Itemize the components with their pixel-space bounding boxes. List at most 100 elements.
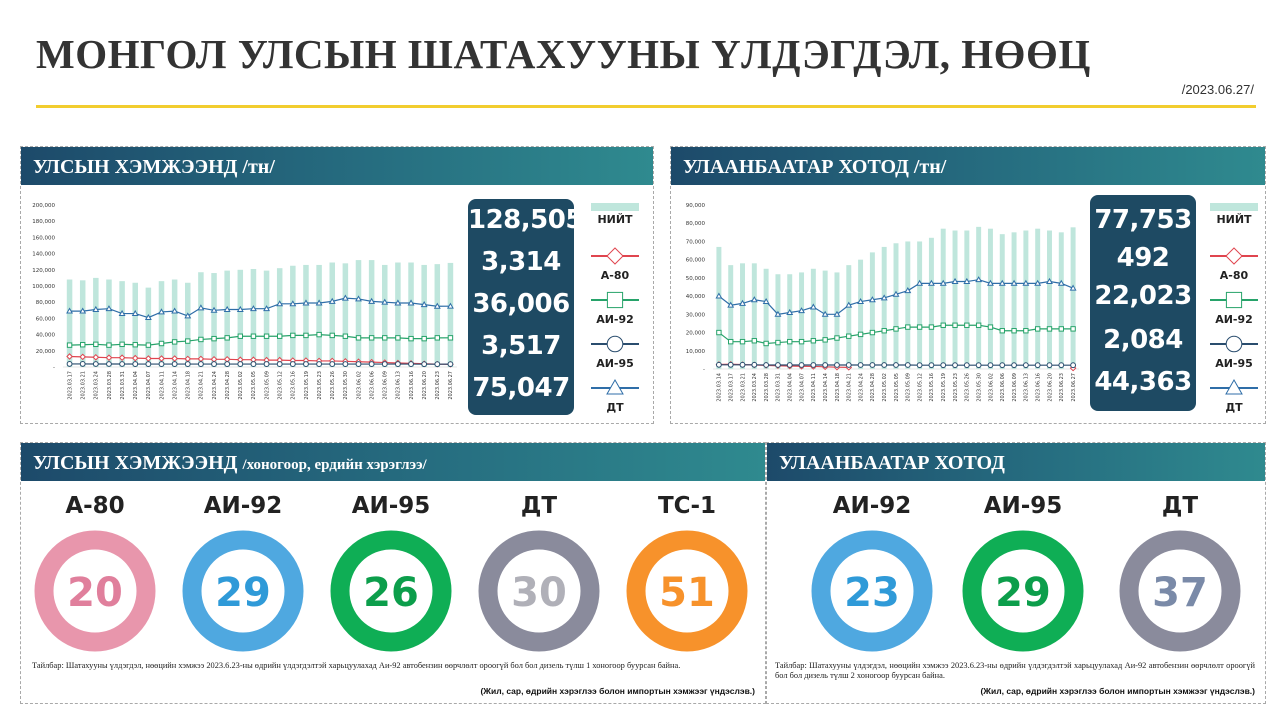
national-chart-header: УЛСЫН ХЭМЖЭЭНД /тн/ <box>21 147 653 185</box>
national-y-tick: 120,000 <box>32 268 55 274</box>
donut-АИ-92: АИ-92 29 <box>178 493 308 653</box>
ub-point-ai92 <box>893 326 899 332</box>
ub-x-tick: 2023.04.07 <box>799 373 805 402</box>
national-point-ai95 <box>342 361 349 367</box>
legend-marker-ai92 <box>606 291 624 309</box>
donut-ДТ: ДТ 37 <box>1115 493 1245 653</box>
ub-bar-total <box>728 265 734 369</box>
national-x-tick: 2023.05.09 <box>264 371 270 400</box>
donut-А-80: А-80 20 <box>30 493 160 653</box>
ub-point-ai95 <box>810 362 817 368</box>
ub-x-tick: 2023.03.14 <box>717 373 723 402</box>
ub-point-dt <box>809 303 817 310</box>
ub-point-ai95 <box>1058 362 1065 369</box>
national-total-value: 128,505 <box>468 205 583 235</box>
national-chart-panel: УЛСЫН ХЭМЖЭЭНД /тн/ 200,000 180,000 160,00… <box>20 146 654 424</box>
national-point-dt <box>144 313 152 321</box>
national-point-ai92 <box>329 332 335 339</box>
ub-point-ai95 <box>869 362 876 368</box>
national-bar-total <box>316 264 322 367</box>
ub-point-ai92 <box>964 322 970 328</box>
national-point-ai95 <box>355 361 362 367</box>
ub-point-ai92 <box>716 329 722 336</box>
donut-ring-arc <box>1119 530 1241 652</box>
ub-values-box: 77,753 492 22,023 2,084 44,363 <box>1090 195 1196 411</box>
ub-bar-total <box>999 234 1005 369</box>
ub-bar-total <box>952 230 958 369</box>
national-days-panel: УЛСЫН ХЭМЖЭЭНД /хоногоор, ердийн хэрэглэ… <box>20 442 766 704</box>
ub-bar-total <box>940 228 946 369</box>
ub-point-ai95 <box>999 362 1006 369</box>
ub-total-value: 77,753 <box>1094 205 1192 235</box>
national-point-ai95 <box>171 361 178 367</box>
national-point-dt <box>223 305 231 312</box>
national-point-dt <box>315 299 323 306</box>
legend-swatch-dt <box>591 378 639 395</box>
national-x-tick: 2023.04.11 <box>159 371 165 400</box>
ub-point-ai92 <box>869 329 876 336</box>
national-x-tick: 2023.06.27 <box>448 371 454 400</box>
legend-item-ai92: АИ-92 <box>585 289 645 329</box>
legend-item-ai95: АИ-95 <box>1204 333 1264 373</box>
legend-item-a80: А-80 <box>1204 245 1264 285</box>
donut-ring <box>962 530 1084 652</box>
national-point-ai92 <box>198 336 204 343</box>
national-bar-total <box>119 281 125 367</box>
legend-swatch-total <box>591 203 639 211</box>
ub-point-dt <box>975 276 983 283</box>
national-point-dt <box>355 295 362 302</box>
national-bar-total <box>93 277 99 367</box>
legend-item-ai92: АИ-92 <box>1204 289 1264 329</box>
ub-point-dt <box>762 297 770 305</box>
donut-ТС-1: ТС-1 51 <box>622 493 752 653</box>
national-point-ai95 <box>329 361 336 367</box>
national-legend: НИЙТ А-80 АИ-92 АИ-95 ДТ <box>585 201 645 414</box>
national-fuel-chart: 200,000 180,000 160,000 140,000 120,000 100,0… <box>32 203 457 400</box>
national-values-box: 128,505 3,314 36,006 3,517 75,047 <box>468 199 583 415</box>
national-bar-total <box>382 264 388 367</box>
national-x-tick: 2023.06.06 <box>369 371 375 400</box>
donut-ring-arc <box>330 530 452 652</box>
national-ai95-value: 3,517 <box>481 331 561 361</box>
legend-label-a80: А-80 <box>1219 269 1249 282</box>
national-point-ai95 <box>250 361 257 367</box>
national-days-subtitle: /хоногоор, ердийн хэрэглээ/ <box>242 457 427 473</box>
ub-y-tick: 50,000 <box>686 276 706 282</box>
ub-x-tick: 2023.05.30 <box>976 373 982 402</box>
ub-days-panel: УЛААНБААТАР ХОТОД АИ-92 23 АИ-95 29 ДТ 37 Тай… <box>766 442 1266 704</box>
ub-bar-total <box>810 268 816 369</box>
ub-bar-total <box>869 252 875 369</box>
legend-marker-dt <box>606 378 624 395</box>
ub-point-ai95 <box>963 362 970 369</box>
ub-point-ai92 <box>810 338 817 344</box>
national-point-dt <box>158 308 165 315</box>
national-bar-total <box>224 270 230 367</box>
ub-point-dt <box>1046 277 1053 284</box>
legend-swatch-dt <box>1210 378 1258 395</box>
legend-label-dt: ДТ <box>1225 401 1243 414</box>
legend-swatch-ai95 <box>1210 335 1258 353</box>
national-point-dt <box>420 301 428 308</box>
national-days-header: УЛСЫН ХЭМЖЭЭНД /хоногоор, ердийн хэрэглэ… <box>21 443 765 481</box>
ub-bar-total <box>1035 228 1041 369</box>
ub-y-tick: - <box>703 367 705 373</box>
ub-point-ai92 <box>940 322 946 328</box>
national-x-tick: 2023.06.09 <box>383 371 389 400</box>
ub-point-ai92 <box>987 324 994 330</box>
donut-value: 26 <box>363 570 419 616</box>
ub-point-dt <box>1022 279 1030 286</box>
national-x-tick: 2023.03.17 <box>67 371 73 400</box>
national-point-ai92 <box>355 335 362 341</box>
national-ai92-value: 36,006 <box>472 289 570 319</box>
ub-x-tick: 2023.04.21 <box>847 373 853 402</box>
national-x-tick: 2023.04.04 <box>133 371 139 400</box>
national-point-dt <box>302 299 310 306</box>
national-bar-total <box>276 268 283 367</box>
national-point-ai92 <box>171 339 178 345</box>
ub-bar-total <box>1058 232 1064 369</box>
ub-y-tick: 20,000 <box>686 331 706 337</box>
ub-chart-header: УЛААНБААТАР ХОТОД /тн/ <box>671 147 1265 185</box>
ub-x-tick: 2023.04.11 <box>811 373 817 402</box>
ub-point-ai92 <box>905 324 911 330</box>
ub-bar-total <box>858 259 864 369</box>
